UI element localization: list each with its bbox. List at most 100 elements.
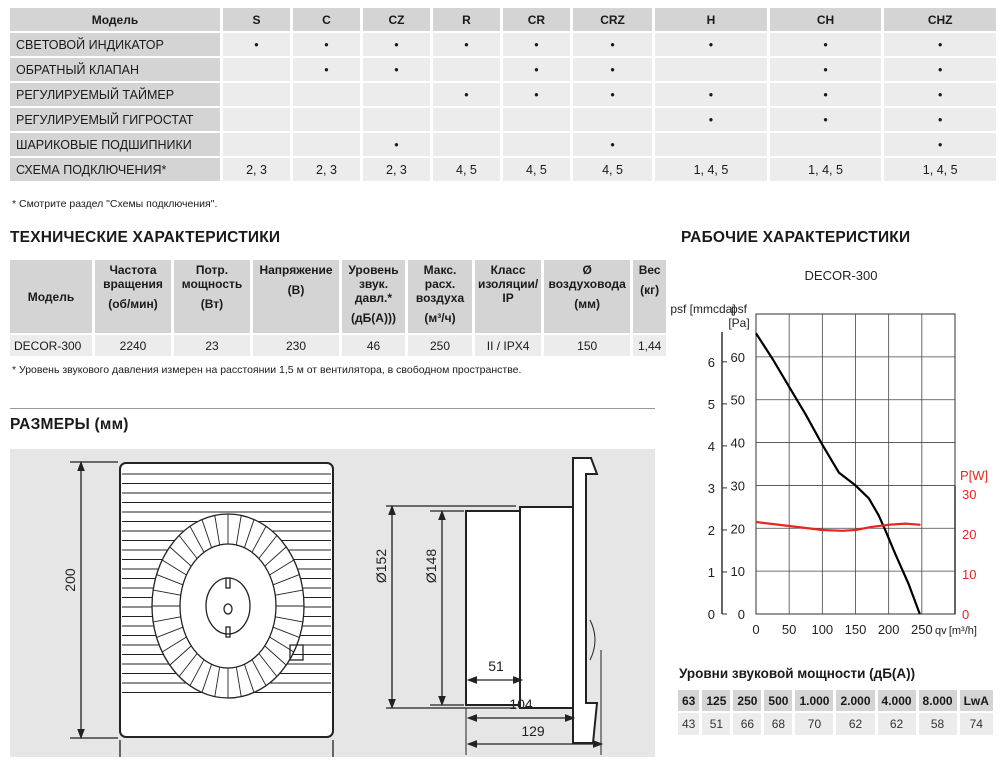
tech-cell: 23 <box>174 335 250 356</box>
column-name: Потр. мощность <box>181 263 243 291</box>
fan-spoke <box>264 645 287 666</box>
tech-footnote: * Уровень звукового давления измерен на … <box>12 364 522 376</box>
column-name: Ø воздуховода <box>548 263 626 291</box>
fan-spoke <box>161 559 187 576</box>
model-header-CZ: CZ <box>362 8 430 31</box>
sound-header-row: 63 125 250 500 1.000 2.000 4.000 8.000 LwA <box>678 690 993 711</box>
features-footnote: * Смотрите раздел "Схемы подключения". <box>12 198 218 210</box>
fan-spoke <box>178 535 198 559</box>
fan-spoke <box>201 664 213 693</box>
feature-cell: 1, 4, 5 <box>884 158 996 181</box>
frequency-header: 2.000 <box>836 690 875 711</box>
y-tick-label-mmcda: 0 <box>708 607 715 622</box>
frequency-header: 8.000 <box>918 690 957 711</box>
feature-cell <box>432 133 500 156</box>
feature-cell: • <box>502 58 570 81</box>
table-row: СВЕТОВОЙ ИНДИКАТОР • • • • • • • • • <box>10 33 996 56</box>
feature-cell: • <box>884 58 996 81</box>
chart-title: DECOR-300 <box>805 268 878 283</box>
model-header-CH: CH <box>769 8 882 31</box>
feature-cell <box>432 58 500 81</box>
feature-cell <box>292 133 360 156</box>
power-curve <box>755 520 921 532</box>
fan-spoke <box>258 535 278 559</box>
dim-height: 200 <box>62 568 78 592</box>
feature-cell: • <box>292 58 360 81</box>
feature-cell: • <box>572 83 653 106</box>
feature-cell <box>655 133 767 156</box>
frequency-header: 250 <box>733 690 762 711</box>
feature-cell: 2, 3 <box>362 158 430 181</box>
sound-value: 62 <box>836 713 875 735</box>
fan-spoke <box>251 526 267 553</box>
feature-cell: • <box>572 133 653 156</box>
tech-cell: DECOR-300 <box>10 335 92 356</box>
feature-cell: • <box>432 83 500 106</box>
frequency-header: 1.000 <box>795 690 834 711</box>
model-header-CHZ: CHZ <box>884 8 996 31</box>
feature-label: ШАРИКОВЫЕ ПОДШИПНИКИ <box>10 133 220 156</box>
x-tick-label: 150 <box>845 622 867 637</box>
fan-spoke <box>153 616 181 623</box>
feature-cell: 4, 5 <box>432 158 500 181</box>
feature-cell: 4, 5 <box>502 158 570 181</box>
fan-spoke <box>275 589 303 596</box>
fan-spoke <box>161 636 187 653</box>
feature-cell: • <box>884 33 996 56</box>
sound-value: 51 <box>702 713 731 735</box>
column-unit: (Вт) <box>200 297 224 311</box>
feature-cell: • <box>292 33 360 56</box>
feature-cell: • <box>769 83 882 106</box>
feature-cell: • <box>769 108 882 131</box>
dim-outer-diameter: Ø152 <box>373 549 389 583</box>
model-header-CRZ: CRZ <box>572 8 653 31</box>
feature-cell <box>572 108 653 131</box>
y-axis-label-power: P[W] <box>960 468 988 483</box>
tech-cell: II / IPX4 <box>475 335 542 356</box>
sound-value: 43 <box>678 713 700 735</box>
side-view <box>386 457 604 755</box>
fan-spoke <box>169 645 192 666</box>
tech-cell: 230 <box>253 335 339 356</box>
fan-spoke <box>243 519 255 548</box>
feature-cell <box>362 83 430 106</box>
feature-label: СВЕТОВОЙ ИНДИКАТОР <box>10 33 220 56</box>
feature-label: ОБРАТНЫЙ КЛАПАН <box>10 58 220 81</box>
tech-column-header: Модель <box>10 260 92 333</box>
fan-spoke <box>169 546 192 567</box>
y-tick-label-pa: 50 <box>731 393 745 408</box>
y-tick-label-power: 20 <box>962 527 976 542</box>
performance-title: РАБОЧИЕ ХАРАКТЕРИСТИКИ <box>681 229 911 246</box>
feature-cell: • <box>502 33 570 56</box>
fan-spoke <box>153 589 181 596</box>
column-name: Вес <box>638 263 661 277</box>
tech-cell: 250 <box>408 335 472 356</box>
y-tick-label-mmcda: 5 <box>708 397 715 412</box>
y-tick-label-pa: 30 <box>731 478 745 493</box>
fan-spoke <box>269 559 295 576</box>
column-name: Класс изоляции/ IP <box>478 263 539 305</box>
x-tick-label: 50 <box>782 622 796 637</box>
dim-l1: 51 <box>488 658 504 674</box>
feature-cell: • <box>572 33 653 56</box>
feature-cell: 4, 5 <box>572 158 653 181</box>
sound-value: 68 <box>764 713 793 735</box>
feature-cell <box>655 58 767 81</box>
x-axis-label: qv [m³/h] <box>935 625 977 637</box>
sound-table: 63 125 250 500 1.000 2.000 4.000 8.000 LwA 43 51 6… <box>675 688 996 737</box>
feature-cell: • <box>223 33 290 56</box>
column-unit: (об/мин) <box>108 297 158 311</box>
tech-title: ТЕХНИЧЕСКИЕ ХАРАКТЕРИСТИКИ <box>10 229 281 246</box>
tech-table: Модель Частота вращения (об/мин) Потр. мощн… <box>7 258 669 358</box>
column-name: Напряжение <box>259 263 333 277</box>
model-header-H: H <box>655 8 767 31</box>
fan-spoke <box>272 626 300 638</box>
tech-column-header: Потр. мощность (Вт) <box>174 260 250 333</box>
table-row: РЕГУЛИРУЕМЫЙ ТАЙМЕР • • • • • • <box>10 83 996 106</box>
fan-spoke <box>235 515 242 546</box>
y-tick-label-mmcda: 2 <box>708 523 715 538</box>
feature-label: РЕГУЛИРУЕМЫЙ ТАЙМЕР <box>10 83 220 106</box>
model-header-CR: CR <box>502 8 570 31</box>
table-row: РЕГУЛИРУЕМЫЙ ГИГРОСТАТ • • • <box>10 108 996 131</box>
